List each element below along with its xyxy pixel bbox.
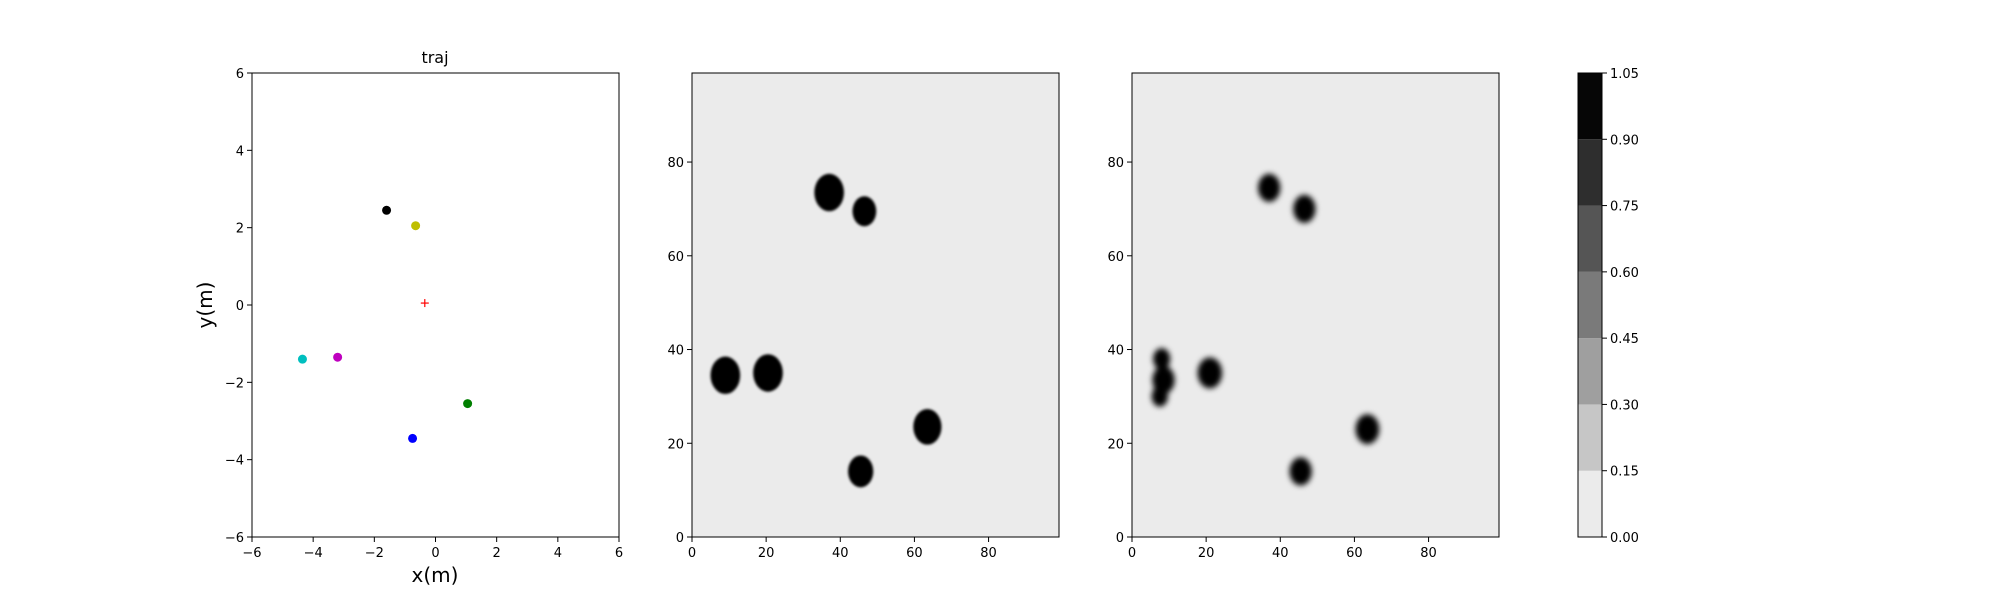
x-tick-label: 80 [980,546,997,561]
agent-point [408,433,418,443]
occupancy-map-right-y-ticks: 0 20 40 60 80 [1107,156,1132,546]
x-tick-label: −2 [365,546,384,561]
occupancy-map-right-area [1131,72,1500,538]
colorbar-levels [1578,73,1602,537]
x-tick-label: −6 [242,546,261,561]
y-tick-label: 80 [1107,156,1124,171]
colorbar-level [1578,338,1602,405]
agent-point [333,352,343,362]
colorbar-level [1578,73,1602,140]
y-tick-label: 60 [667,250,684,265]
right-map-obstacle [1151,386,1168,407]
y-tick-label: 40 [1107,344,1124,359]
y-tick-label: 80 [667,156,684,171]
x-tick-label: 4 [554,546,562,561]
occupancy-map-right-x-ticks: 0 20 40 60 80 [1128,537,1437,561]
trajectory-plot: traj −6 −4 −2 0 2 4 6 −6 −4 −2 0 2 4 6 x(m) y(m) [193,48,623,587]
trajectory-y-ticks: −6 −4 −2 0 2 4 6 [225,67,252,546]
occupancy-map-left-y-ticks: 0 20 40 60 80 [667,156,692,546]
goal-marker [420,299,429,308]
colorbar: 0.00 0.15 0.30 0.45 0.60 0.75 0.90 1.05 [1577,67,1639,546]
colorbar-tick-label: 0.45 [1610,332,1639,347]
agent-point [297,354,307,364]
y-tick-label: −2 [225,376,244,391]
colorbar-level [1578,404,1602,471]
left-map-obstacle [848,455,874,488]
colorbar-tick-label: 1.05 [1610,67,1639,82]
x-tick-label: −4 [304,546,323,561]
right-map-obstacle [1153,348,1171,370]
left-map-obstacle [852,196,877,227]
x-tick-label: 0 [431,546,439,561]
trajectory-points [297,205,473,443]
y-tick-label: 6 [236,67,244,82]
left-map-obstacle [814,173,844,212]
colorbar-tick-label: 0.15 [1610,465,1639,480]
y-tick-label: −6 [225,531,244,546]
colorbar-level [1578,470,1602,537]
y-tick-label: 0 [1116,531,1124,546]
colorbar-level [1578,139,1602,206]
trajectory-title: traj [421,48,448,67]
left-map-obstacle [913,409,942,445]
x-tick-label: 80 [1420,546,1437,561]
x-tick-label: 6 [615,546,623,561]
y-tick-label: 60 [1107,250,1124,265]
agent-point [382,205,392,215]
colorbar-level [1578,271,1602,339]
y-tick-label: 20 [1107,437,1124,452]
right-map-obstacle [1258,173,1281,202]
agent-point [463,399,473,409]
left-map-obstacle [710,356,741,395]
y-tick-label: 40 [667,344,684,359]
trajectory-plot-area [251,72,620,538]
x-tick-label: 60 [1346,546,1363,561]
colorbar-tick-label: 0.30 [1610,398,1639,413]
right-map-obstacle [1197,357,1223,389]
colorbar-tick-label: 0.60 [1610,266,1639,281]
x-tick-label: 0 [688,546,696,561]
y-axis-label: y(m) [193,282,217,329]
y-tick-label: 2 [236,222,244,237]
x-axis-label: x(m) [412,563,459,587]
x-tick-label: 40 [832,546,849,561]
x-tick-label: 20 [1198,546,1215,561]
colorbar-frame [1577,72,1603,538]
x-tick-label: 2 [493,546,501,561]
colorbar-ticks: 0.00 0.15 0.30 0.45 0.60 0.75 0.90 1.05 [1602,67,1639,546]
colorbar-tick-label: 0.90 [1610,133,1639,148]
occupancy-map-left: 0 20 40 60 80 0 20 40 60 80 [667,72,1060,561]
x-tick-label: 0 [1128,546,1136,561]
right-map-obstacle [1355,414,1380,445]
occupancy-map-right-blobs [1151,173,1380,486]
y-tick-label: 4 [236,144,244,159]
x-tick-label: 60 [906,546,923,561]
colorbar-level [1578,205,1602,272]
occupancy-map-left-blobs [710,173,942,488]
y-tick-label: 20 [667,437,684,452]
y-tick-label: −4 [225,454,244,469]
right-map-obstacle [1293,194,1316,223]
occupancy-map-left-area [691,72,1060,538]
trajectory-x-ticks: −6 −4 −2 0 2 4 6 [242,537,623,561]
y-tick-label: 0 [236,299,244,314]
y-tick-label: 0 [676,531,684,546]
x-tick-label: 20 [758,546,775,561]
colorbar-tick-label: 0.75 [1610,200,1639,215]
agent-point [411,221,421,231]
occupancy-map-left-x-ticks: 0 20 40 60 80 [688,537,997,561]
right-map-obstacle [1289,457,1312,486]
occupancy-map-right: 0 20 40 60 80 0 20 40 60 80 [1107,72,1500,561]
x-tick-label: 40 [1272,546,1289,561]
left-map-obstacle [753,354,783,392]
colorbar-tick-label: 0.00 [1610,531,1639,546]
